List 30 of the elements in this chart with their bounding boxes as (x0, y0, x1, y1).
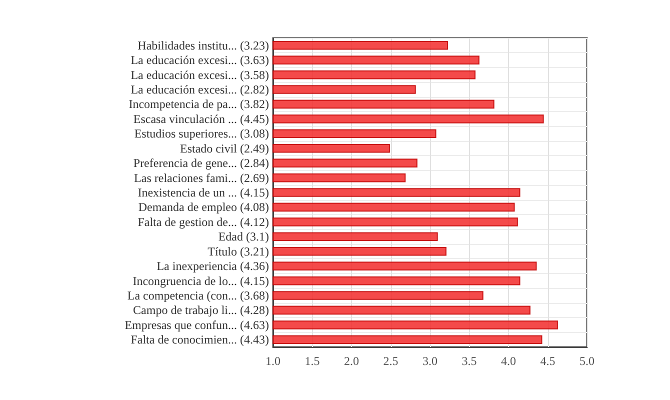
y-tick-label: Incongruencia de lo... (4.15) (132, 274, 269, 288)
y-tick-label: Edad (3.1) (218, 230, 269, 244)
y-tick-label: Preferencia de gene... (2.84) (133, 156, 269, 170)
y-tick-label: La inexperiencia (4.36) (156, 259, 269, 274)
x-tick-label: 5.0 (580, 354, 594, 368)
y-tick-label: Escasa vinculación ... (4.45) (133, 112, 269, 126)
x-tick-label: 2.0 (344, 354, 359, 368)
y-tick-label: Incompetencia de pa... (3.82) (128, 97, 269, 112)
y-tick-label: Campo de trabajo li... (4.28) (133, 303, 269, 318)
y-tick-label: Título (3.21) (208, 244, 269, 258)
x-tick-label: 3.5 (462, 354, 477, 368)
x-tick-label: 2.5 (383, 354, 398, 368)
y-tick-label: La educación excesi... (3.63) (130, 53, 269, 68)
y-tick-label: Falta de gestion de... (4.12) (138, 214, 269, 229)
y-tick-label: La educación excesi... (2.82) (130, 82, 269, 96)
y-tick-label: Empresas que confun... (4.63) (124, 318, 269, 332)
y-tick-label: Las relaciones fami... (2.69) (134, 170, 269, 185)
y-tick-label: La educación excesi... (3.58) (130, 68, 269, 82)
y-tick-label: La competencia (con... (3.68) (127, 288, 269, 302)
y-tick-label: Inexistencia de un ... (4.15) (138, 186, 269, 200)
y-tick-label: Falta de conocimien... (4.43) (130, 332, 269, 347)
y-tick-label: Estudios superiores... (3.08) (134, 126, 269, 141)
x-tick-label: 4.0 (501, 354, 516, 368)
y-tick-label: Habilidades institu... (3.23) (138, 38, 269, 52)
y-tick-label: Demanda de empleo (4.08) (138, 200, 269, 214)
x-tick-label: 3.0 (422, 354, 438, 368)
x-tick-label: 1.0 (266, 354, 280, 368)
x-tick-label: 1.5 (304, 354, 320, 368)
y-tick-label: Estado civil (2.49) (180, 141, 269, 156)
x-tick-label: 4.5 (540, 354, 556, 368)
